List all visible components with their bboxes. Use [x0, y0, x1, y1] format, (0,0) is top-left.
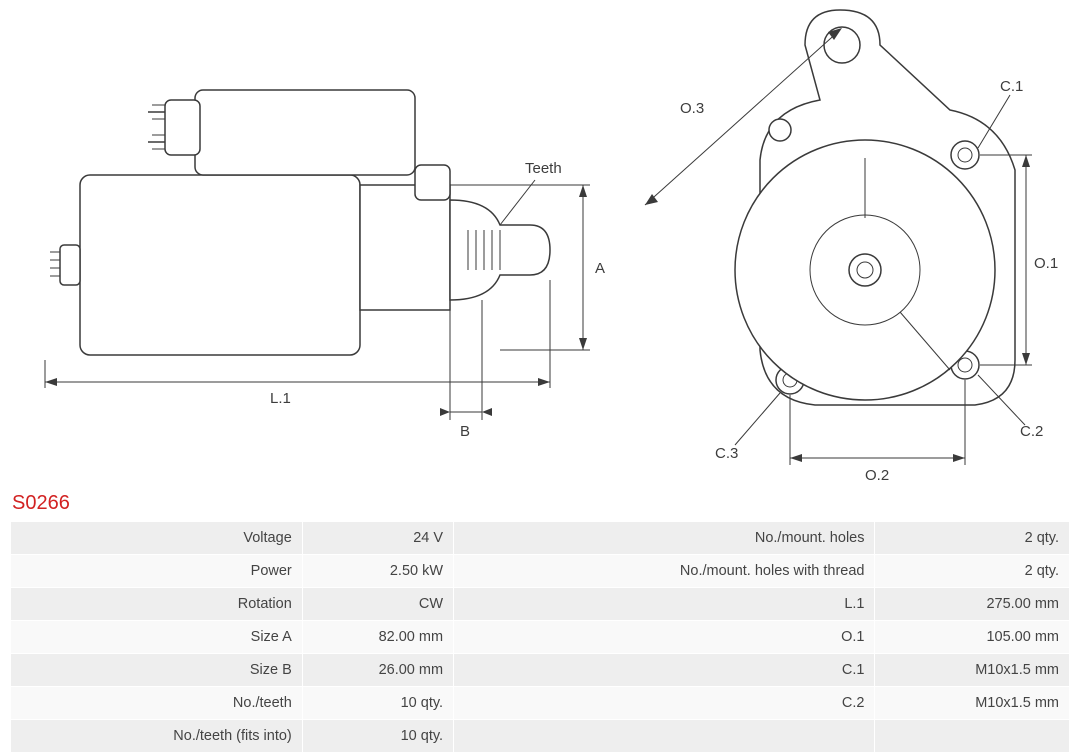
spec-key: C.2 — [454, 687, 875, 720]
spec-value: 105.00 mm — [875, 621, 1070, 654]
part-number: S0266 — [12, 492, 1070, 515]
table-row: No./teeth (fits into)10 qty. — [11, 720, 1070, 753]
label-c1: C.1 — [1000, 78, 1023, 95]
spec-value: 275.00 mm — [875, 588, 1070, 621]
label-c2: C.2 — [1020, 423, 1043, 440]
spec-key: Rotation — [11, 588, 303, 621]
spec-key: No./teeth — [11, 687, 303, 720]
side-view: Teeth A L.1 B — [20, 0, 580, 490]
spec-value: 2 qty. — [875, 555, 1070, 588]
spec-key: No./mount. holes — [454, 522, 875, 555]
spec-value: 10 qty. — [302, 720, 453, 753]
spec-value: M10x1.5 mm — [875, 687, 1070, 720]
label-o2: O.2 — [865, 467, 889, 484]
label-l1: L.1 — [270, 390, 291, 407]
table-row: RotationCWL.1275.00 mm — [11, 588, 1070, 621]
table-row: Size B26.00 mmC.1M10x1.5 mm — [11, 654, 1070, 687]
spec-key: No./teeth (fits into) — [11, 720, 303, 753]
table-row: Power2.50 kWNo./mount. holes with thread… — [11, 555, 1070, 588]
diagram-panel: Teeth A L.1 B — [10, 0, 1070, 490]
spec-value: 26.00 mm — [302, 654, 453, 687]
spec-value: 2.50 kW — [302, 555, 453, 588]
table-row: Size A82.00 mmO.1105.00 mm — [11, 621, 1070, 654]
spec-key: L.1 — [454, 588, 875, 621]
spec-value: CW — [302, 588, 453, 621]
table-row: Voltage24 VNo./mount. holes2 qty. — [11, 522, 1070, 555]
spec-key: Size A — [11, 621, 303, 654]
spec-value: 24 V — [302, 522, 453, 555]
label-c3: C.3 — [715, 445, 738, 462]
spec-value: 2 qty. — [875, 522, 1070, 555]
table-row: No./teeth10 qty.C.2M10x1.5 mm — [11, 687, 1070, 720]
spec-key: No./mount. holes with thread — [454, 555, 875, 588]
label-o1: O.1 — [1034, 255, 1058, 272]
spec-value — [875, 720, 1070, 753]
spec-key: Power — [11, 555, 303, 588]
spec-key: O.1 — [454, 621, 875, 654]
spec-value: 10 qty. — [302, 687, 453, 720]
spec-key: Size B — [11, 654, 303, 687]
label-teeth: Teeth — [525, 160, 562, 177]
label-b: B — [460, 423, 470, 440]
spec-value: 82.00 mm — [302, 621, 453, 654]
label-o3: O.3 — [680, 100, 704, 117]
spec-key — [454, 720, 875, 753]
label-a: A — [595, 260, 605, 277]
spec-key: C.1 — [454, 654, 875, 687]
front-view: O.3 C.1 O.1 C.2 C.3 O.2 — [620, 0, 1060, 490]
spec-key: Voltage — [11, 522, 303, 555]
spec-value: M10x1.5 mm — [875, 654, 1070, 687]
spec-table: Voltage24 VNo./mount. holes2 qty.Power2.… — [10, 521, 1070, 753]
